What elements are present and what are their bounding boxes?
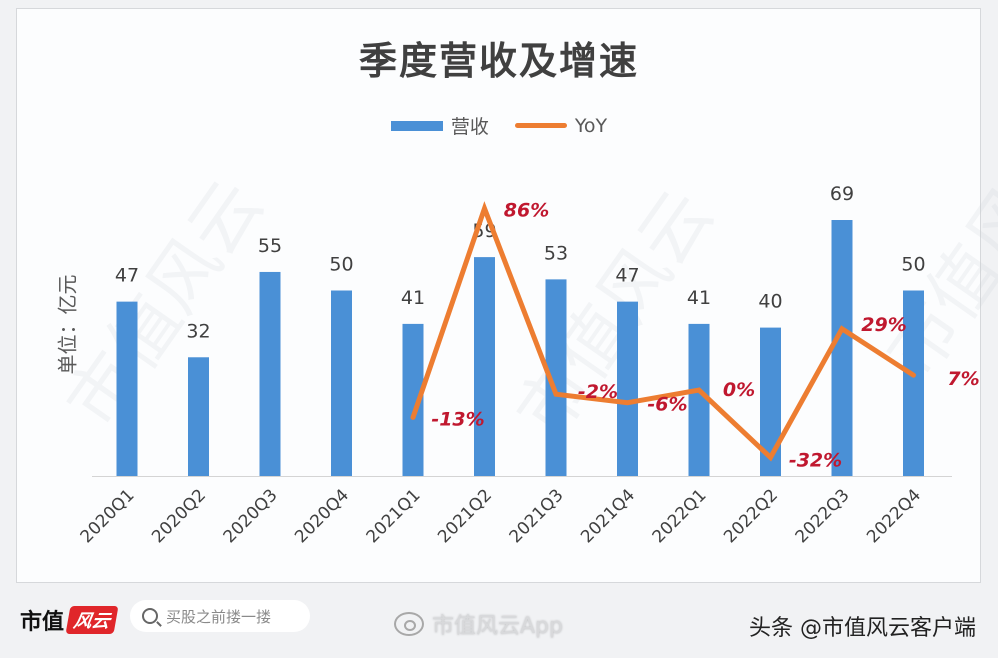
revenue-bar [116, 301, 138, 476]
chart-title: 季度营收及增速 [358, 39, 639, 83]
revenue-bars [116, 220, 924, 476]
bar-value-label: 69 [830, 183, 854, 205]
search-icon [142, 608, 158, 624]
bar-value-label: 47 [615, 265, 639, 287]
bar-value-label: 41 [687, 287, 711, 309]
revenue-bar [402, 323, 424, 476]
x-tick-label: 2022Q4 [863, 485, 925, 547]
bar-value-label: 50 [901, 254, 925, 276]
search-placeholder: 买股之前搂一搂 [166, 607, 272, 626]
yoy-value-label: -32% [789, 450, 842, 472]
revenue-bar [688, 323, 710, 476]
revenue-bar [474, 257, 495, 476]
legend-item-revenue: 营收 [390, 112, 489, 139]
legend-label-revenue: 营收 [450, 116, 489, 138]
yoy-value-label: 29% [861, 314, 906, 336]
yoy-value-label: 7% [947, 368, 979, 390]
app-watermark-text: 市值风云App [432, 614, 563, 639]
x-tick-label: 2020Q3 [220, 485, 282, 547]
bar-value-label: 47 [115, 265, 139, 287]
revenue-bar [188, 357, 209, 476]
revenue-bar [331, 290, 352, 476]
yoy-value-label: -2% [578, 381, 618, 403]
line-swatch-icon [514, 123, 567, 128]
x-tick-label: 2021Q2 [434, 485, 496, 547]
logo-text: 市值 [20, 609, 65, 635]
revenue-bar [831, 220, 853, 476]
bar-value-label: 55 [258, 235, 282, 257]
legend-label-yoy: YoY [574, 114, 608, 137]
x-tick-label: 2022Q1 [649, 485, 711, 547]
search-box[interactable]: 买股之前搂一搂 [130, 600, 310, 632]
yoy-value-labels: -13% 86% -2% -6% 0% -32% 29% 7% [431, 200, 979, 472]
x-tick-label: 2021Q3 [506, 485, 568, 547]
bar-value-label: 41 [401, 287, 425, 309]
x-tick-label: 2021Q4 [577, 485, 639, 547]
revenue-bar [903, 290, 924, 476]
revenue-bar [617, 301, 638, 476]
source-credit: 头条 @市值风云客户端 [749, 616, 976, 641]
chart-legend: 营收 YoY [0, 112, 998, 139]
logo-badge: 风云 [65, 606, 119, 634]
yoy-value-label: -6% [647, 394, 687, 416]
revenue-bar [259, 271, 281, 476]
yoy-value-label: -13% [431, 408, 484, 430]
x-tick-label: 2020Q1 [77, 485, 139, 547]
x-tick-label: 2020Q2 [148, 485, 210, 547]
revenue-bar [545, 279, 567, 476]
bar-value-label: 32 [186, 320, 210, 342]
bar-value-label: 50 [329, 254, 353, 276]
bar-swatch-icon [390, 120, 443, 131]
x-tick-label: 2021Q1 [363, 485, 425, 547]
x-tick-label: 2022Q3 [792, 485, 854, 547]
bar-value-label: 53 [544, 242, 568, 264]
yoy-value-label: 86% [504, 200, 549, 222]
x-tick-label: 2022Q2 [720, 485, 782, 547]
x-tick-label: 2020Q4 [291, 485, 353, 547]
brand-logo: 市值 风云 [20, 604, 119, 636]
revenue-bar [760, 327, 781, 476]
yoy-value-label: 0% [723, 379, 755, 401]
yoy-line [410, 201, 916, 462]
weibo-icon [394, 612, 424, 636]
app-watermark: 市值风云App [394, 608, 563, 640]
legend-item-yoy: YoY [514, 114, 608, 137]
chart-panel [16, 8, 981, 583]
bar-value-label: 40 [758, 291, 782, 313]
x-axis-tick-labels: 2020Q1 2020Q2 2020Q3 2020Q4 2021Q1 2021Q2 2021… [77, 485, 925, 547]
